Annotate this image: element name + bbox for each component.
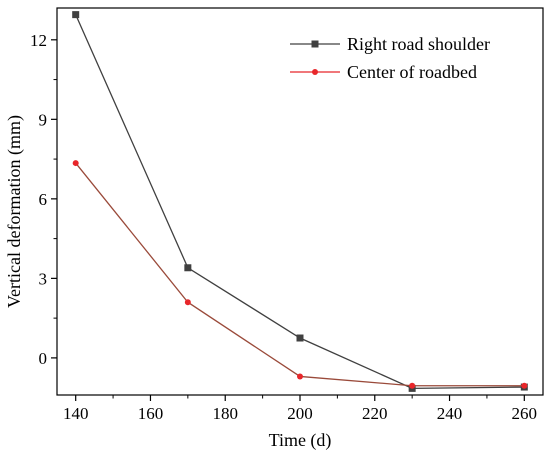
x-tick-label: 220: [362, 404, 388, 423]
y-axis-title: Vertical deformation (mm): [4, 115, 25, 308]
legend-marker: [311, 40, 319, 48]
x-tick-label: 240: [437, 404, 463, 423]
data-point: [72, 160, 79, 167]
data-point: [297, 373, 303, 380]
legend: Right road shoulder Center of roadbed: [290, 34, 490, 82]
data-point: [409, 382, 416, 389]
x-tick-label: 200: [287, 404, 313, 423]
data-point: [296, 334, 304, 342]
x-tick-label: 180: [212, 404, 238, 423]
series-line: [75, 162, 525, 387]
y-tick-label: 3: [39, 269, 48, 288]
data-point: [184, 264, 192, 272]
x-tick-label: 260: [512, 404, 538, 423]
axes: 140 160 180 200 220 240 260 0 3 6 9 12: [30, 7, 544, 423]
data-point: [184, 299, 191, 306]
legend-label: Right road shoulder: [347, 34, 490, 54]
x-tick-label: 160: [138, 404, 164, 423]
y-tick-label: 6: [39, 190, 48, 209]
y-tick-label: 0: [39, 349, 48, 368]
series-layer: [72, 11, 528, 392]
y-tick-label: 12: [30, 31, 47, 50]
data-point: [72, 11, 80, 19]
data-point: [521, 382, 528, 389]
y-tick-label: 9: [39, 110, 48, 129]
legend-label: Center of roadbed: [347, 62, 477, 82]
legend-marker: [312, 69, 318, 75]
series-2: [72, 160, 528, 389]
x-tick-label: 140: [63, 404, 89, 423]
x-axis-title: Time (d): [269, 430, 332, 451]
